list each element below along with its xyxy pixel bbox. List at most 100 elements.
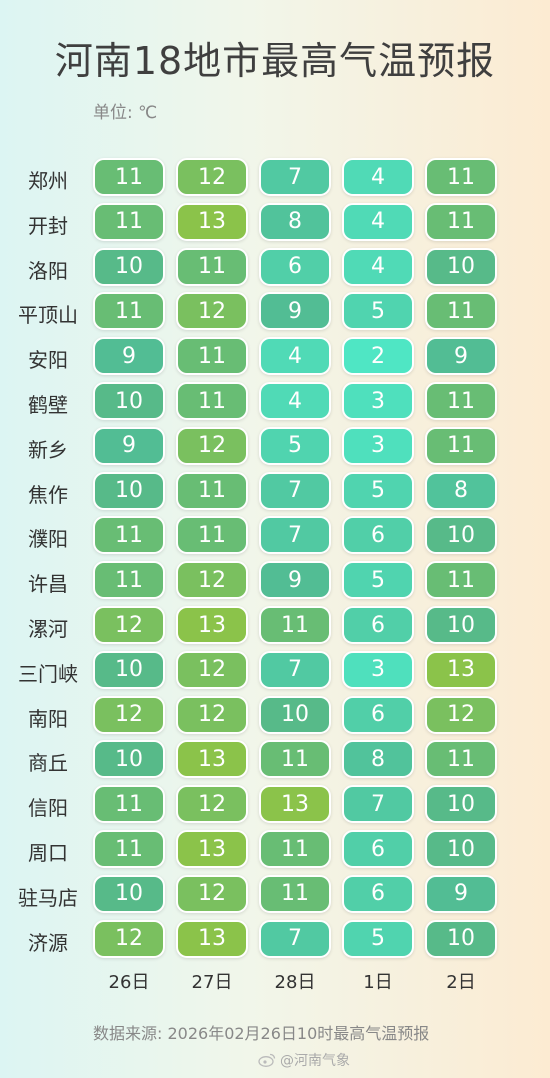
temperature-cell: 13 xyxy=(176,202,248,241)
temperature-cell: 5 xyxy=(259,426,331,465)
date-label: 2日 xyxy=(446,972,476,994)
temperature-cell: 11 xyxy=(259,606,331,644)
temperature-cell: 12 xyxy=(176,695,248,734)
date-label: 27日 xyxy=(191,972,233,994)
watermark-credit: @河南气象 xyxy=(258,1050,350,1070)
unit-label: 单位: ℃ xyxy=(93,103,158,123)
temperature-cell: 11 xyxy=(259,830,331,868)
city-label: 开封 xyxy=(28,213,68,238)
temperature-cell: 7 xyxy=(259,650,331,689)
temperature-cell: 10 xyxy=(93,382,165,420)
city-label: 漯河 xyxy=(28,617,68,641)
temperature-cell: 4 xyxy=(342,247,414,286)
temperature-cell: 8 xyxy=(342,740,414,779)
temperature-cell: 12 xyxy=(93,695,165,734)
temperature-cell: 10 xyxy=(93,740,165,779)
date-label: 1日 xyxy=(363,972,393,994)
temperature-cell: 11 xyxy=(93,830,165,868)
temperature-cell: 9 xyxy=(425,874,497,913)
temperature-cell: 11 xyxy=(425,382,497,420)
temperature-cell: 3 xyxy=(342,382,414,420)
city-label: 鹤壁 xyxy=(28,393,68,417)
temperature-cell: 7 xyxy=(259,471,331,510)
temperature-cell: 6 xyxy=(342,606,414,644)
temperature-cell: 9 xyxy=(259,561,331,600)
temperature-cell: 7 xyxy=(342,785,414,824)
temperature-cell: 3 xyxy=(342,426,414,465)
temperature-cell: 10 xyxy=(425,785,497,824)
temperature-cell: 12 xyxy=(93,919,165,958)
city-label: 许昌 xyxy=(28,572,68,597)
temperature-cell: 12 xyxy=(176,292,248,331)
temperature-cell: 11 xyxy=(93,202,165,241)
temperature-cell: 13 xyxy=(176,740,248,779)
temperature-cell: 11 xyxy=(93,785,165,824)
city-label: 信阳 xyxy=(28,796,68,821)
temperature-cell: 5 xyxy=(342,919,414,958)
temperature-cell: 11 xyxy=(425,561,497,600)
date-label: 28日 xyxy=(274,972,316,994)
temperature-cell: 4 xyxy=(259,337,331,376)
temperature-cell: 11 xyxy=(93,561,165,600)
temperature-cell: 11 xyxy=(176,471,248,510)
temperature-cell: 6 xyxy=(259,247,331,286)
temperature-cell: 9 xyxy=(425,337,497,376)
temperature-cell: 12 xyxy=(176,561,248,600)
temperature-cell: 11 xyxy=(425,292,497,331)
temperature-cell: 5 xyxy=(342,471,414,510)
temperature-cell: 8 xyxy=(259,202,331,241)
temperature-cell: 12 xyxy=(93,606,165,644)
temperature-cell: 7 xyxy=(259,158,331,196)
temperature-cell: 13 xyxy=(259,785,331,824)
temperature-cell: 10 xyxy=(425,247,497,286)
temperature-cell: 11 xyxy=(176,337,248,376)
city-label: 濮阳 xyxy=(28,527,68,552)
data-source: 数据来源: 2026年02月26日10时最高气温预报 xyxy=(93,1024,430,1043)
temperature-cell: 13 xyxy=(176,919,248,958)
temperature-cell: 11 xyxy=(425,158,497,196)
weibo-icon xyxy=(258,1053,276,1067)
temperature-cell: 6 xyxy=(342,874,414,913)
temperature-cell: 2 xyxy=(342,337,414,376)
city-label: 三门峡 xyxy=(18,661,78,686)
credit-text: @河南气象 xyxy=(280,1053,350,1069)
temperature-cell: 9 xyxy=(93,426,165,465)
temperature-cell: 13 xyxy=(425,650,497,689)
temperature-cell: 10 xyxy=(93,874,165,913)
temperature-cell: 11 xyxy=(93,516,165,555)
temperature-cell: 13 xyxy=(176,606,248,644)
temperature-cell: 3 xyxy=(342,650,414,689)
date-label: 26日 xyxy=(108,972,150,994)
temperature-cell: 12 xyxy=(176,650,248,689)
city-label: 平顶山 xyxy=(18,303,78,328)
temperature-cell: 11 xyxy=(259,874,331,913)
temperature-cell: 10 xyxy=(425,919,497,958)
temperature-cell: 6 xyxy=(342,516,414,555)
temperature-cell: 5 xyxy=(342,561,414,600)
city-label: 焦作 xyxy=(28,482,68,507)
temperature-cell: 9 xyxy=(259,292,331,331)
temperature-cell: 11 xyxy=(176,516,248,555)
temperature-cell: 12 xyxy=(176,158,248,196)
temperature-cell: 7 xyxy=(259,516,331,555)
city-label: 安阳 xyxy=(28,348,68,373)
temperature-cell: 13 xyxy=(176,830,248,868)
temperature-cell: 11 xyxy=(93,292,165,331)
temperature-cell: 10 xyxy=(425,516,497,555)
city-label: 南阳 xyxy=(28,706,68,731)
city-label: 驻马店 xyxy=(18,885,78,910)
temperature-cell: 4 xyxy=(342,158,414,196)
temperature-cell: 11 xyxy=(93,158,165,196)
temperature-cell: 12 xyxy=(176,785,248,824)
temperature-cell: 8 xyxy=(425,471,497,510)
temperature-cell: 12 xyxy=(176,874,248,913)
temperature-cell: 11 xyxy=(259,740,331,779)
temperature-cell: 7 xyxy=(259,919,331,958)
temperature-cell: 9 xyxy=(93,337,165,376)
city-label: 济源 xyxy=(28,930,68,955)
city-label: 商丘 xyxy=(28,751,68,776)
temperature-cell: 6 xyxy=(342,695,414,734)
page-title: 河南18地市最高气温预报 xyxy=(54,39,496,83)
temperature-cell: 11 xyxy=(176,247,248,286)
